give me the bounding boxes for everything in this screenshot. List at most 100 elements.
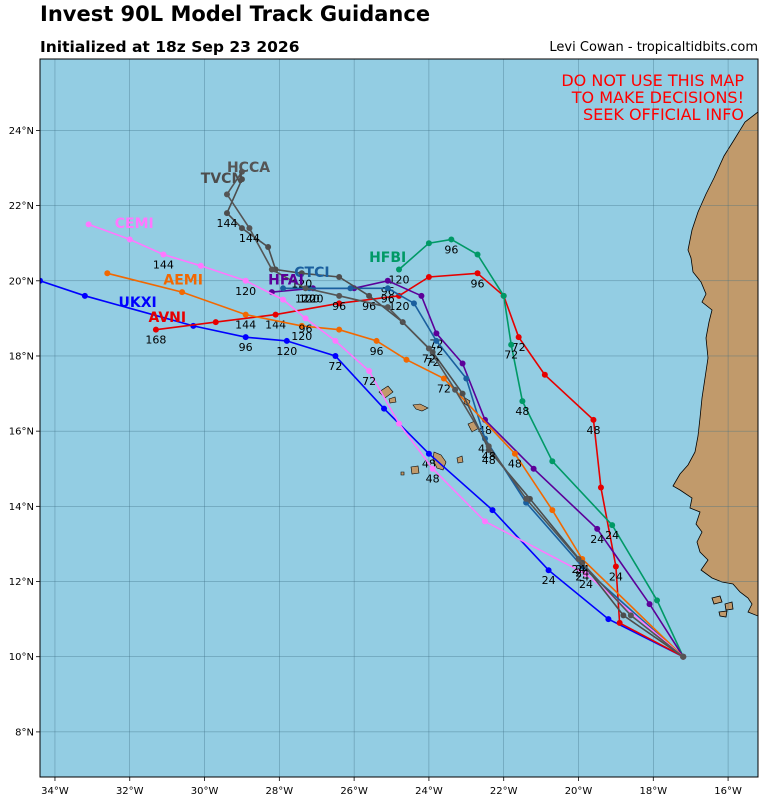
island-fogo [411, 466, 419, 474]
track-point [104, 270, 110, 276]
track-point [576, 556, 582, 562]
lat-tick-label: 8°N [15, 727, 34, 738]
forecast-hour-label: 120 [276, 345, 297, 358]
track-point [430, 466, 436, 472]
track-point [366, 293, 372, 299]
forecast-hour-label: 48 [426, 473, 440, 486]
track-point [448, 236, 454, 242]
forecast-hour-label: 120 [295, 292, 316, 305]
forecast-hour-label: 48 [508, 458, 522, 471]
lon-tick-label: 30°W [191, 786, 219, 797]
forecast-hour-label: 48 [586, 424, 600, 437]
lat-tick-label: 10°N [9, 652, 34, 663]
track-point [336, 327, 342, 333]
forecast-hour-label: 96 [381, 292, 395, 305]
track-point [452, 387, 458, 393]
track-point [303, 315, 309, 321]
lon-tick-label: 32°W [116, 786, 144, 797]
track-point [403, 357, 409, 363]
forecast-hour-label: 72 [362, 375, 376, 388]
track-point [82, 293, 88, 299]
lon-tick-label: 16°W [714, 786, 742, 797]
track-point [284, 338, 290, 344]
forecast-hour-label: 48 [482, 450, 496, 463]
track-point [482, 518, 488, 524]
lon-tick-label: 26°W [340, 786, 368, 797]
track-point [647, 601, 653, 607]
island-brava [401, 472, 404, 475]
track-point [613, 563, 619, 569]
track-point [332, 353, 338, 359]
track-point [519, 398, 525, 404]
forecast-hour-label: 144 [153, 258, 174, 271]
track-point [654, 597, 660, 603]
forecast-hour-label: 24 [542, 574, 556, 587]
lat-tick-label: 12°N [9, 577, 34, 588]
track-point [243, 334, 249, 340]
track-point [224, 191, 230, 197]
track-point [609, 522, 615, 528]
track-point [501, 293, 507, 299]
track-point [396, 267, 402, 273]
track-point [486, 443, 492, 449]
model-name-label: HFAI [268, 273, 304, 289]
lat-tick-label: 24°N [9, 126, 34, 137]
forecast-hour-label: 72 [437, 383, 451, 396]
track-point [224, 210, 230, 216]
lon-tick-label: 34°W [41, 786, 69, 797]
forecast-hour-label: 72 [422, 352, 436, 365]
forecast-hour-label: 96 [299, 322, 313, 335]
track-point [86, 221, 92, 227]
track-point [198, 263, 204, 269]
model-name-label: TVCN [201, 171, 243, 187]
track-point [475, 270, 481, 276]
forecast-hour-label: 72 [328, 360, 342, 373]
track-point [620, 612, 626, 618]
forecast-hour-label: 144 [235, 319, 256, 332]
forecast-hour-label: 96 [370, 345, 384, 358]
track-point [213, 319, 219, 325]
forecast-hour-label: 96 [471, 277, 485, 290]
track-point [336, 293, 342, 299]
forecast-hour-label: 72 [504, 349, 518, 362]
track-point [160, 251, 166, 257]
track-point [127, 236, 133, 242]
forecast-hour-label: 168 [145, 334, 166, 347]
track-point [246, 225, 252, 231]
track-point [523, 496, 529, 502]
model-name-label: AEMI [163, 273, 203, 289]
track-point [463, 376, 469, 382]
track-point [460, 391, 466, 397]
track-point [549, 458, 555, 464]
track-point [531, 466, 537, 472]
forecast-hour-label: 24 [605, 529, 619, 542]
track-point [590, 417, 596, 423]
track-point [385, 285, 391, 291]
track-point [426, 240, 432, 246]
lat-tick-label: 22°N [9, 201, 34, 212]
track-point [546, 567, 552, 573]
track-point [332, 338, 338, 344]
forecast-hour-label: 24 [579, 578, 593, 591]
track-point [385, 304, 391, 310]
track-point [605, 616, 611, 622]
model-name-label: AVNI [148, 310, 186, 326]
forecast-hour-label: 96 [239, 341, 253, 354]
lon-tick-label: 20°W [565, 786, 593, 797]
track-point [243, 312, 249, 318]
lat-tick-label: 18°N [9, 351, 34, 362]
track-point [385, 278, 391, 284]
lat-tick-label: 14°N [9, 502, 34, 513]
forecast-hour-label: 96 [444, 243, 458, 256]
track-point [280, 297, 286, 303]
track-point [598, 485, 604, 491]
lon-tick-label: 22°W [490, 786, 518, 797]
track-point [460, 360, 466, 366]
track-point [549, 507, 555, 513]
track-point [381, 406, 387, 412]
model-name-label: HFBI [369, 250, 406, 266]
track-point [542, 372, 548, 378]
model-name-label: UKXI [119, 295, 157, 311]
track-point [396, 421, 402, 427]
